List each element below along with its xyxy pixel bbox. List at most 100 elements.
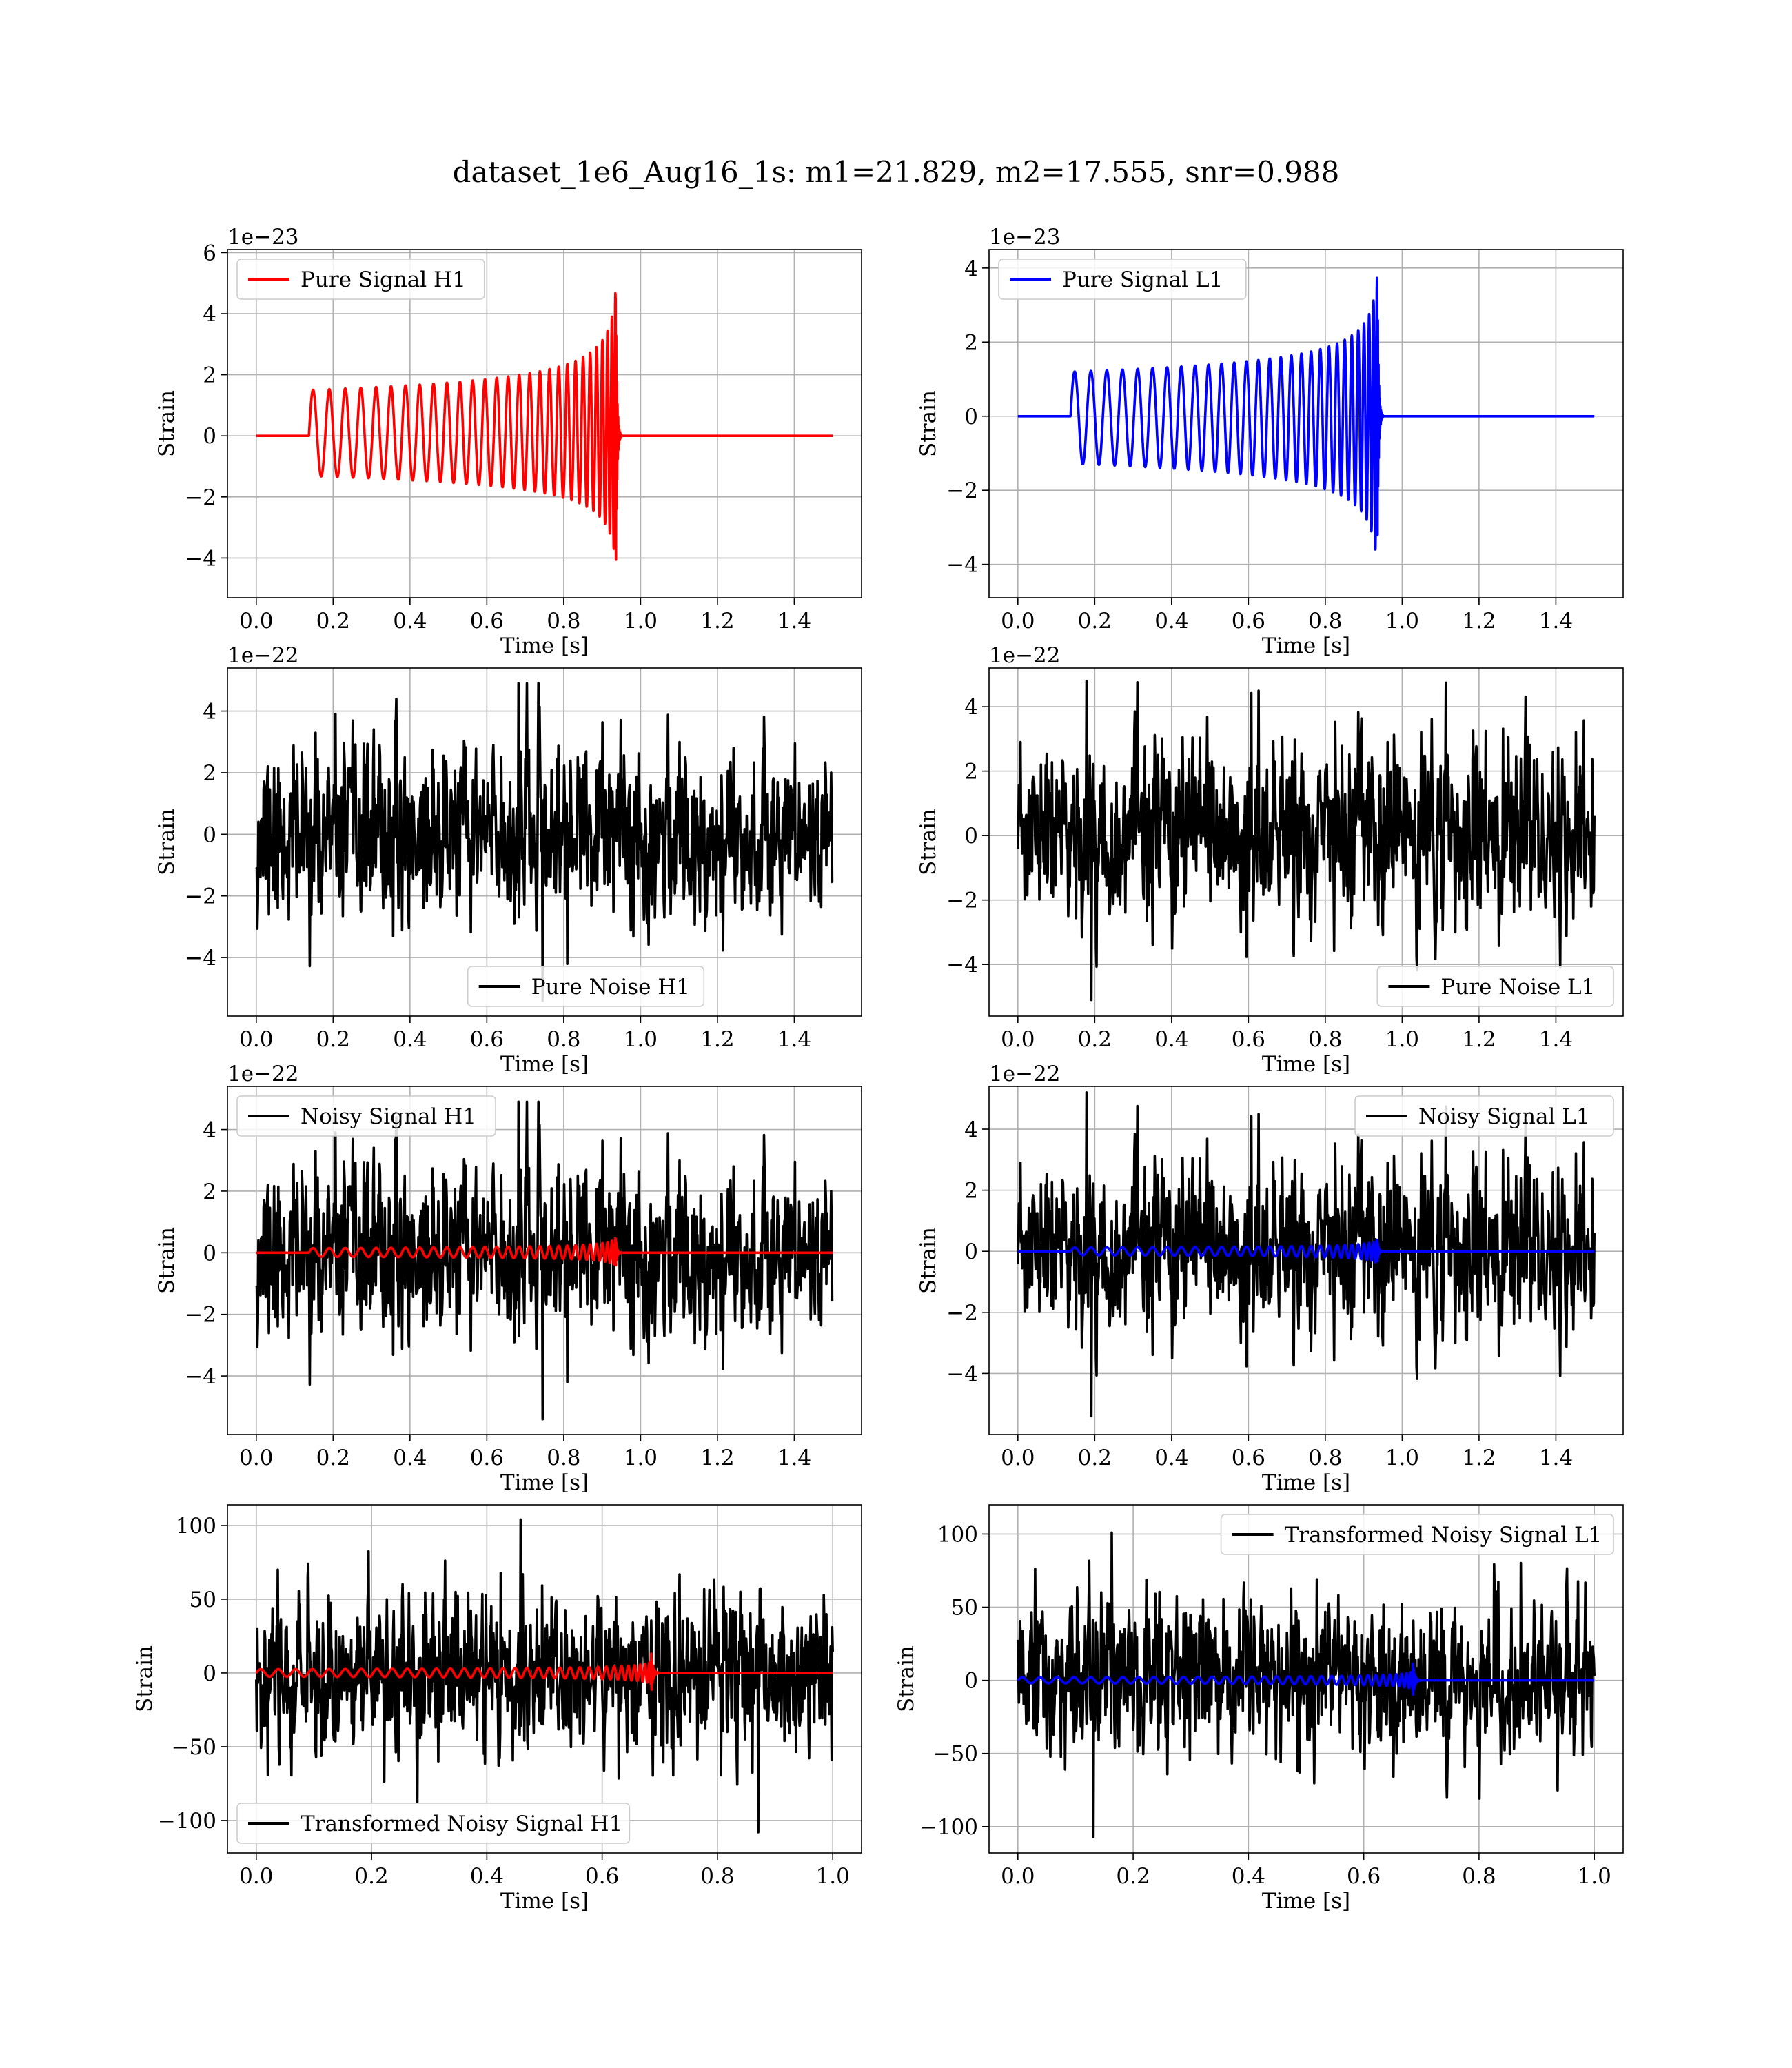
subplot-l1_transformed: 0.0 0.2 0.4 0.6 0.8 1.0 −100 −50 0 50 100 Time [s] S… — [894, 1504, 1624, 1914]
offset-text: 1e−22 — [227, 1062, 299, 1086]
series-group — [1017, 1091, 1596, 1418]
x-tick-label: 1.0 — [624, 1027, 658, 1052]
subplot-h1_noisy: 0.0 0.2 0.4 0.6 0.8 1.0 1.2 1.4 −4 −2 0 2 4 Time [s] S… — [154, 1062, 862, 1495]
legend-label: Noisy Signal H1 — [301, 1104, 476, 1129]
y-tick-label: 0 — [964, 1669, 978, 1694]
x-axis-label: Time [s] — [1262, 633, 1350, 658]
x-axis-label: Time [s] — [500, 1052, 589, 1077]
x-axis-label: Time [s] — [500, 1889, 589, 1914]
legend-label: Pure Noise H1 — [531, 975, 690, 1000]
y-tick-label: 100 — [176, 1514, 216, 1539]
legend-label: Pure Noise L1 — [1440, 975, 1595, 1000]
y-tick-label: 6 — [203, 241, 216, 265]
x-tick-label: 0.2 — [1116, 1864, 1150, 1889]
offset-text: 1e−23 — [989, 225, 1061, 250]
y-tick-label: 2 — [964, 1179, 978, 1204]
y-tick-label: −4 — [946, 553, 978, 578]
y-tick-label: −4 — [185, 546, 216, 571]
subplot-l1_noise: 0.0 0.2 0.4 0.6 0.8 1.0 1.2 1.4 −4 −2 0 2 4 Time [s] S… — [916, 643, 1624, 1077]
y-tick-label: −2 — [946, 1301, 978, 1326]
series-line-overlay-1 — [1017, 1238, 1596, 1264]
series-group — [1017, 276, 1596, 551]
x-tick-label: 1.0 — [1578, 1864, 1611, 1889]
series-line-pure-noise-h1 — [255, 682, 834, 1002]
x-tick-label: 1.2 — [700, 609, 734, 633]
x-tick-label: 0.0 — [239, 1446, 273, 1470]
x-tick-label: 1.0 — [816, 1864, 850, 1889]
y-tick-label: −50 — [933, 1742, 978, 1767]
legend: Pure Signal L1 — [998, 258, 1247, 300]
x-tick-label: 0.0 — [239, 609, 273, 633]
axes-frame — [988, 249, 1624, 598]
legend-box — [236, 258, 485, 300]
y-tick-label: 2 — [964, 330, 978, 355]
axes-frame — [227, 1504, 862, 1854]
x-tick-label: 0.2 — [1078, 609, 1112, 633]
legend: Noisy Signal H1 — [236, 1095, 496, 1137]
y-tick-label: 2 — [203, 363, 216, 388]
series-line-transformed-noisy-signal-h1 — [255, 1518, 834, 1834]
legend-label: Transformed Noisy Signal H1 — [301, 1812, 622, 1836]
x-tick-label: 1.4 — [1539, 1027, 1573, 1052]
x-axis-label: Time [s] — [500, 633, 589, 658]
x-tick-label: 1.4 — [1539, 1446, 1573, 1470]
x-tick-label: 1.0 — [1385, 609, 1419, 633]
x-tick-label: 1.4 — [777, 609, 811, 633]
x-tick-label: 0.8 — [1308, 1027, 1342, 1052]
legend-box — [1376, 966, 1614, 1007]
offset-text: 1e−22 — [227, 643, 299, 668]
legend: Pure Noise L1 — [1376, 966, 1614, 1007]
y-tick-label: 4 — [964, 256, 978, 281]
x-tick-label: 1.4 — [777, 1446, 811, 1470]
subplot-h1_pure: 0.0 0.2 0.4 0.6 0.8 1.0 1.2 1.4 −4 −2 0 2 4 6 Time [s]… — [154, 225, 862, 658]
x-tick-label: 0.6 — [1232, 1027, 1265, 1052]
x-tick-label: 0.2 — [316, 609, 350, 633]
x-tick-label: 0.0 — [1001, 1446, 1035, 1470]
x-tick-label: 0.0 — [1001, 609, 1035, 633]
x-tick-label: 1.2 — [1462, 1027, 1496, 1052]
y-tick-label: 0 — [203, 1661, 216, 1686]
y-tick-label: 2 — [964, 760, 978, 784]
x-tick-label: 1.2 — [700, 1446, 734, 1470]
y-tick-label: −50 — [172, 1735, 216, 1760]
y-tick-label: −4 — [185, 946, 216, 971]
axes-frame — [988, 1086, 1624, 1435]
y-tick-label: 4 — [203, 302, 216, 327]
x-tick-label: 0.6 — [585, 1864, 619, 1889]
x-tick-label: 0.4 — [1154, 1446, 1188, 1470]
legend: Pure Signal H1 — [236, 258, 485, 300]
series-group — [255, 1100, 834, 1421]
legend-box — [236, 1095, 496, 1137]
offset-text: 1e−22 — [989, 643, 1061, 668]
series-line-overlay-1 — [255, 1237, 834, 1267]
series-group — [255, 1518, 834, 1834]
legend-box — [1220, 1514, 1614, 1555]
x-axis-label: Time [s] — [1262, 1470, 1350, 1495]
y-axis-label: Strain — [894, 1645, 919, 1712]
series-line-overlay-1 — [255, 1652, 834, 1691]
x-tick-label: 0.2 — [316, 1027, 350, 1052]
series-line-pure-noise-l1 — [1017, 679, 1596, 1002]
legend: Transformed Noisy Signal L1 — [1220, 1514, 1614, 1555]
y-tick-label: 4 — [964, 1117, 978, 1142]
series-line-pure-signal-h1 — [255, 292, 834, 561]
y-axis-label: Strain — [916, 809, 941, 875]
x-axis-label: Time [s] — [1262, 1889, 1350, 1914]
axes-frame — [227, 1086, 862, 1435]
series-group — [255, 682, 834, 1002]
x-tick-label: 1.0 — [624, 609, 658, 633]
legend-box — [236, 1803, 631, 1844]
x-tick-label: 1.4 — [1539, 609, 1573, 633]
x-tick-label: 0.8 — [700, 1864, 734, 1889]
axes-frame — [988, 1504, 1624, 1854]
offset-text: 1e−23 — [227, 225, 299, 250]
x-tick-label: 0.6 — [1232, 609, 1265, 633]
x-tick-label: 1.4 — [777, 1027, 811, 1052]
subplot-l1_pure: 0.0 0.2 0.4 0.6 0.8 1.0 1.2 1.4 −4 −2 0 2 4 Time [s] S… — [916, 225, 1624, 658]
series-line-noisy-signal-l1 — [1017, 1091, 1596, 1418]
y-tick-label: 100 — [937, 1522, 978, 1547]
axes-frame — [988, 667, 1624, 1017]
x-tick-label: 0.4 — [1154, 609, 1188, 633]
legend: Transformed Noisy Signal H1 — [236, 1803, 631, 1844]
y-tick-label: 50 — [190, 1588, 216, 1612]
